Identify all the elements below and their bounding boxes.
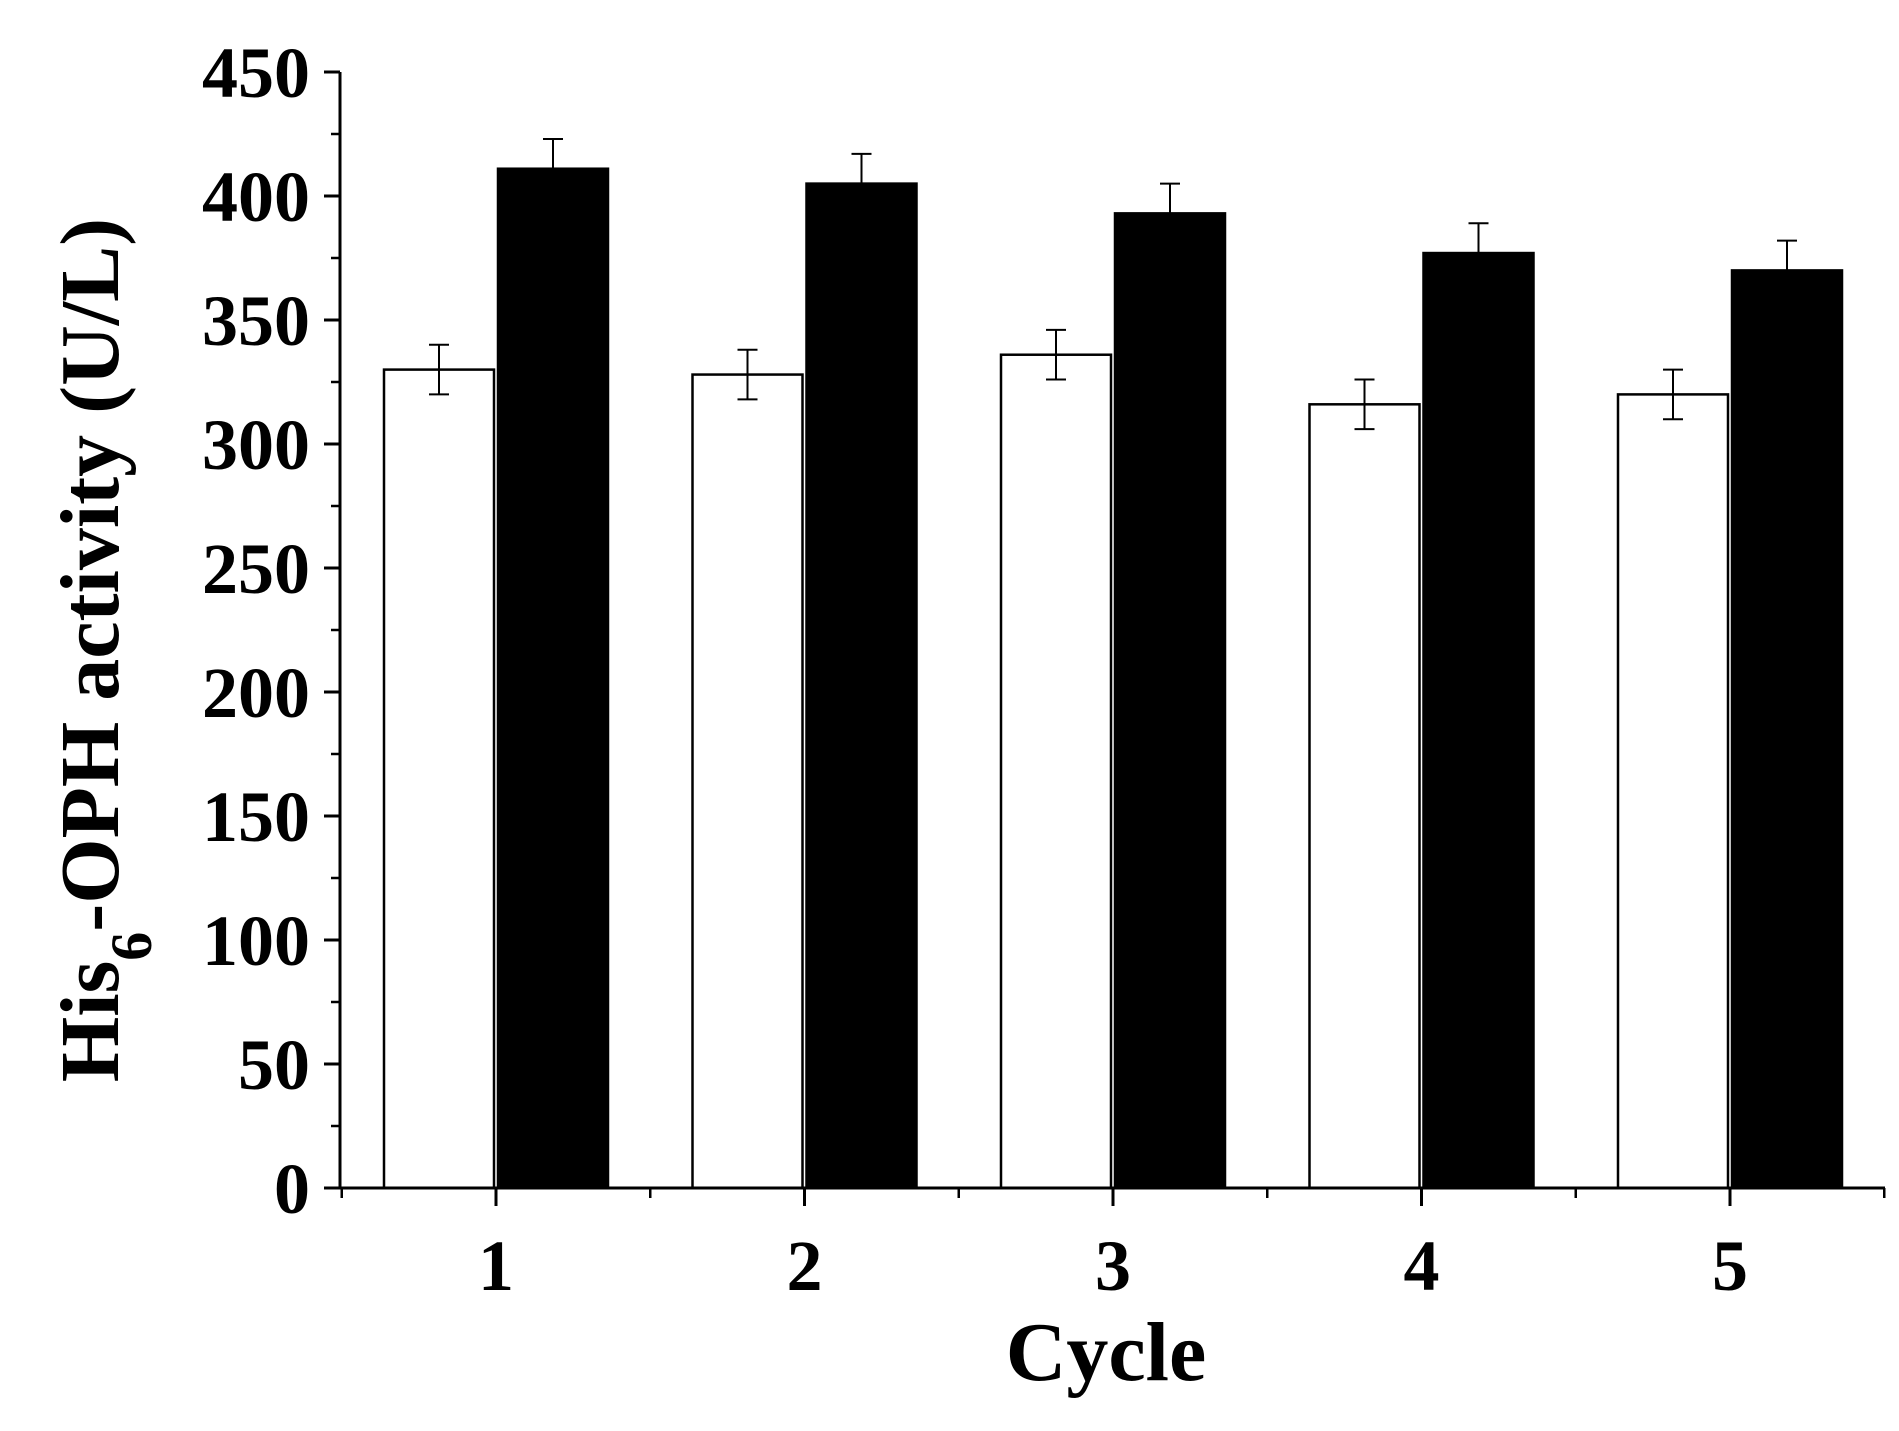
y-tick-label-0: 0 <box>274 1149 310 1229</box>
bar-series1-cycle-2 <box>691 373 804 1190</box>
y-tick-label-250: 250 <box>202 529 310 609</box>
bar-series1-cycle-3 <box>999 353 1113 1190</box>
y-axis-title: His6-OPH activity (U/L) <box>44 218 164 1082</box>
error-bars-layer <box>429 137 1797 431</box>
y-axis-title-subscript: 6 <box>99 932 164 961</box>
y-tick-label-50: 50 <box>238 1025 310 1105</box>
labels-layer: 0 50 100 150 200 250 300 350 400 450 1 2 3 4 5 <box>202 33 1748 1306</box>
error-bar-series1-cycle-2 <box>737 348 758 401</box>
error-bar-series1-cycle-1 <box>429 343 449 396</box>
bar-series2-cycle-4 <box>1422 251 1535 1190</box>
error-bar-series1-cycle-5 <box>1663 368 1683 421</box>
bar-series1-cycle-4 <box>1308 403 1421 1190</box>
error-bar-series2-cycle-5 <box>1777 239 1797 301</box>
bar-series2-cycle-5 <box>1730 269 1844 1190</box>
error-bar-series1-cycle-4 <box>1354 378 1375 431</box>
x-tick-label-3: 3 <box>1095 1226 1131 1306</box>
bar-series2-cycle-3 <box>1113 212 1227 1190</box>
x-tick-label-5: 5 <box>1712 1226 1748 1306</box>
y-axis-title-main: His <box>44 961 137 1082</box>
bar-series2-cycle-2 <box>805 182 918 1190</box>
bar-series1-cycle-5 <box>1616 393 1730 1190</box>
error-bar-series2-cycle-2 <box>851 152 872 214</box>
y-tick-label-200: 200 <box>202 653 310 733</box>
y-tick-label-350: 350 <box>202 281 310 361</box>
bars-layer <box>382 167 1844 1190</box>
error-bar-series2-cycle-3 <box>1160 182 1180 244</box>
y-tick-label-100: 100 <box>202 901 310 981</box>
axes-layer <box>324 70 1886 1206</box>
x-axis-title: Cycle <box>1006 1306 1207 1399</box>
y-axis-title-rest: -OPH activity (U/L) <box>44 218 137 932</box>
error-bar-series1-cycle-3 <box>1046 328 1066 381</box>
x-tick-label-1: 1 <box>478 1226 514 1306</box>
y-tick-label-300: 300 <box>202 405 310 485</box>
y-tick-label-150: 150 <box>202 777 310 857</box>
error-bar-series2-cycle-4 <box>1468 222 1489 283</box>
y-tick-label-400: 400 <box>202 157 310 237</box>
x-tick-label-4: 4 <box>1404 1226 1440 1306</box>
bar-series2-cycle-1 <box>496 167 610 1190</box>
error-bar-series2-cycle-1 <box>543 137 563 199</box>
bar-series1-cycle-1 <box>382 368 496 1190</box>
x-tick-label-2: 2 <box>787 1226 823 1306</box>
y-tick-label-450: 450 <box>202 33 310 113</box>
